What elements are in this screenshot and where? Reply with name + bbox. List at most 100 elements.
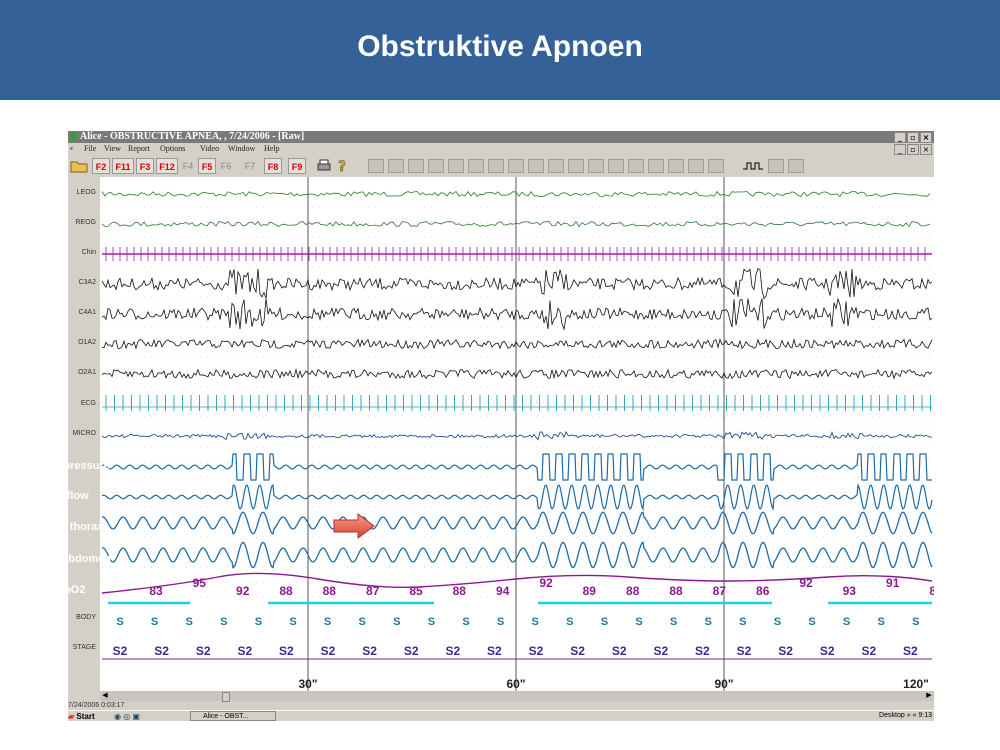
body-position-label: S (878, 616, 885, 628)
toolbar-blank-button[interactable] (408, 159, 424, 173)
f3-button[interactable]: F3 (136, 158, 154, 174)
tray-chevron-icon[interactable]: » « (906, 712, 919, 719)
toolbar-blank-button[interactable] (608, 159, 624, 173)
taskbar-alice-button[interactable]: Alice - OBST... (190, 711, 276, 721)
toolbar-blank-button[interactable] (648, 159, 664, 173)
body-position-label: S (670, 616, 677, 628)
f2-button[interactable]: F2 (92, 158, 110, 174)
toolbar-blank-button[interactable] (548, 159, 564, 173)
spo2-value-label: 88 (279, 584, 293, 598)
slide-banner: Obstruktive Apnoen (0, 0, 1000, 100)
toolbar-blank-button[interactable] (688, 159, 704, 173)
menu-window[interactable]: Window (228, 144, 256, 153)
nasal-pressure-trace (101, 453, 932, 481)
toolbar-blank-button[interactable] (568, 159, 584, 173)
toolbar-blank-button[interactable] (708, 159, 724, 173)
start-button[interactable]: ▰ Start (68, 712, 95, 721)
channel-label-micro: MICRO (72, 430, 96, 437)
channel-label-stage: STAGE (72, 644, 96, 651)
minimize-button[interactable]: _ (894, 132, 906, 143)
menu-file[interactable]: File (84, 144, 97, 153)
time-mark-label: 60" (506, 677, 525, 691)
toolbar-blank-button[interactable] (428, 159, 444, 173)
open-folder-icon[interactable] (70, 159, 88, 173)
f12-button[interactable]: F12 (156, 158, 178, 174)
toolbar-blank-button[interactable] (788, 159, 804, 173)
help-icon[interactable]: ? (336, 158, 350, 174)
toolbar-blank-button[interactable] (668, 159, 684, 173)
window-title: Alice - OBSTRUCTIVE APNEA, , 7/24/2006 -… (80, 131, 305, 142)
signal-traces: 83 95 92 88 88 87 85 88 94 92 89 88 88 87 86 92 93 91 89 S S… (101, 177, 934, 691)
horizontal-scrollbar[interactable]: ◀ ▶ (100, 691, 934, 702)
toolbar-blank-button[interactable] (528, 159, 544, 173)
channel-label-c3a2: C3A2 (78, 279, 96, 286)
channel-label-leog: LEOG (76, 189, 96, 196)
menu-report[interactable]: Report (128, 144, 150, 153)
system-tray: Desktop » « 9:13 (879, 711, 932, 721)
desktop-toolbar-label[interactable]: Desktop (879, 712, 905, 719)
menu-video[interactable]: Video (200, 144, 220, 153)
spo2-value-label: 86 (756, 584, 770, 598)
spo2-value-label: 88 (453, 584, 467, 598)
signal-plot-area: 83 95 92 88 88 87 85 88 94 92 89 88 88 87 86 92 93 91 89 S S… (68, 177, 934, 691)
channel-label-o2a1: O2A1 (78, 369, 96, 376)
callout-effort-thorax: effort thorax (38, 521, 104, 533)
body-position-label: S (289, 616, 296, 628)
maximize-button[interactable]: ▫ (907, 132, 919, 143)
spo2-value-label: 91 (886, 576, 900, 590)
f9-button[interactable]: F9 (288, 158, 306, 174)
callout-airflow: airflow (53, 490, 89, 502)
doc-restore-button[interactable]: ▫ (907, 144, 919, 155)
f8-button[interactable]: F8 (264, 158, 282, 174)
channel-label-o1a2: O1A2 (78, 339, 96, 346)
status-timestamp: 7/24/2006 0:03:17 (68, 702, 125, 709)
body-position-label: S (808, 616, 815, 628)
tray-clock: 9:13 (918, 712, 932, 719)
body-position-label: S (393, 616, 400, 628)
toolbar-blank-button[interactable] (448, 159, 464, 173)
f6-button[interactable]: F6 (220, 161, 232, 171)
channel-label-body: BODY (76, 614, 96, 621)
toolbar: F2 F11 F3 F12 F4 F5 F6 F7 F8 F9 ? (68, 155, 934, 177)
f7-button[interactable]: F7 (244, 161, 256, 171)
menu-view[interactable]: View (104, 144, 121, 153)
spo2-value-label: 92 (799, 576, 813, 590)
body-position-label: S (601, 616, 608, 628)
toolbar-blank-button[interactable] (768, 159, 784, 173)
toolbar-blank-button[interactable] (628, 159, 644, 173)
toolbar-blank-button[interactable] (388, 159, 404, 173)
body-position-label: S (739, 616, 746, 628)
spo2-value-label: 88 (626, 584, 640, 598)
toolbar-blank-button[interactable] (588, 159, 604, 173)
toolbar-blank-button[interactable] (508, 159, 524, 173)
window-titlebar[interactable]: Alice - OBSTRUCTIVE APNEA, , 7/24/2006 -… (68, 131, 934, 143)
f4-button[interactable]: F4 (182, 161, 194, 171)
scroll-left-arrow-icon[interactable]: ◀ (102, 692, 108, 699)
sleep-stage-label: S2 (154, 644, 169, 658)
sleep-stage-label: S2 (529, 644, 544, 658)
toolbar-blank-button[interactable] (488, 159, 504, 173)
menu-help[interactable]: Help (264, 144, 280, 153)
scroll-thumb[interactable] (222, 692, 230, 702)
waveform-icon[interactable] (742, 159, 764, 173)
sleep-stage-label: S2 (445, 644, 460, 658)
body-position-label: S (116, 616, 123, 628)
sleep-stage-label: S2 (778, 644, 793, 658)
scroll-right-arrow-icon[interactable]: ▶ (926, 692, 932, 699)
svg-text:?: ? (338, 159, 346, 174)
doc-minimize-button[interactable]: _ (894, 144, 906, 155)
sleep-stage-label: S2 (820, 644, 835, 658)
f5-button[interactable]: F5 (198, 158, 216, 174)
doc-close-button[interactable]: × (920, 144, 932, 155)
f11-button[interactable]: F11 (112, 158, 134, 174)
menu-options[interactable]: Options (160, 144, 186, 153)
print-icon[interactable] (316, 159, 332, 173)
sleep-stage-label: S2 (861, 644, 876, 658)
spo2-value-label: 93 (843, 584, 857, 598)
quick-launch-icons[interactable]: ◉ ◎ ▣ (114, 712, 140, 721)
time-mark-label: 120" (903, 677, 929, 691)
toolbar-blank-button[interactable] (468, 159, 484, 173)
close-button[interactable]: × (920, 132, 932, 143)
toolbar-blank-button[interactable] (368, 159, 384, 173)
slide-title: Obstruktive Apnoen (357, 30, 643, 63)
